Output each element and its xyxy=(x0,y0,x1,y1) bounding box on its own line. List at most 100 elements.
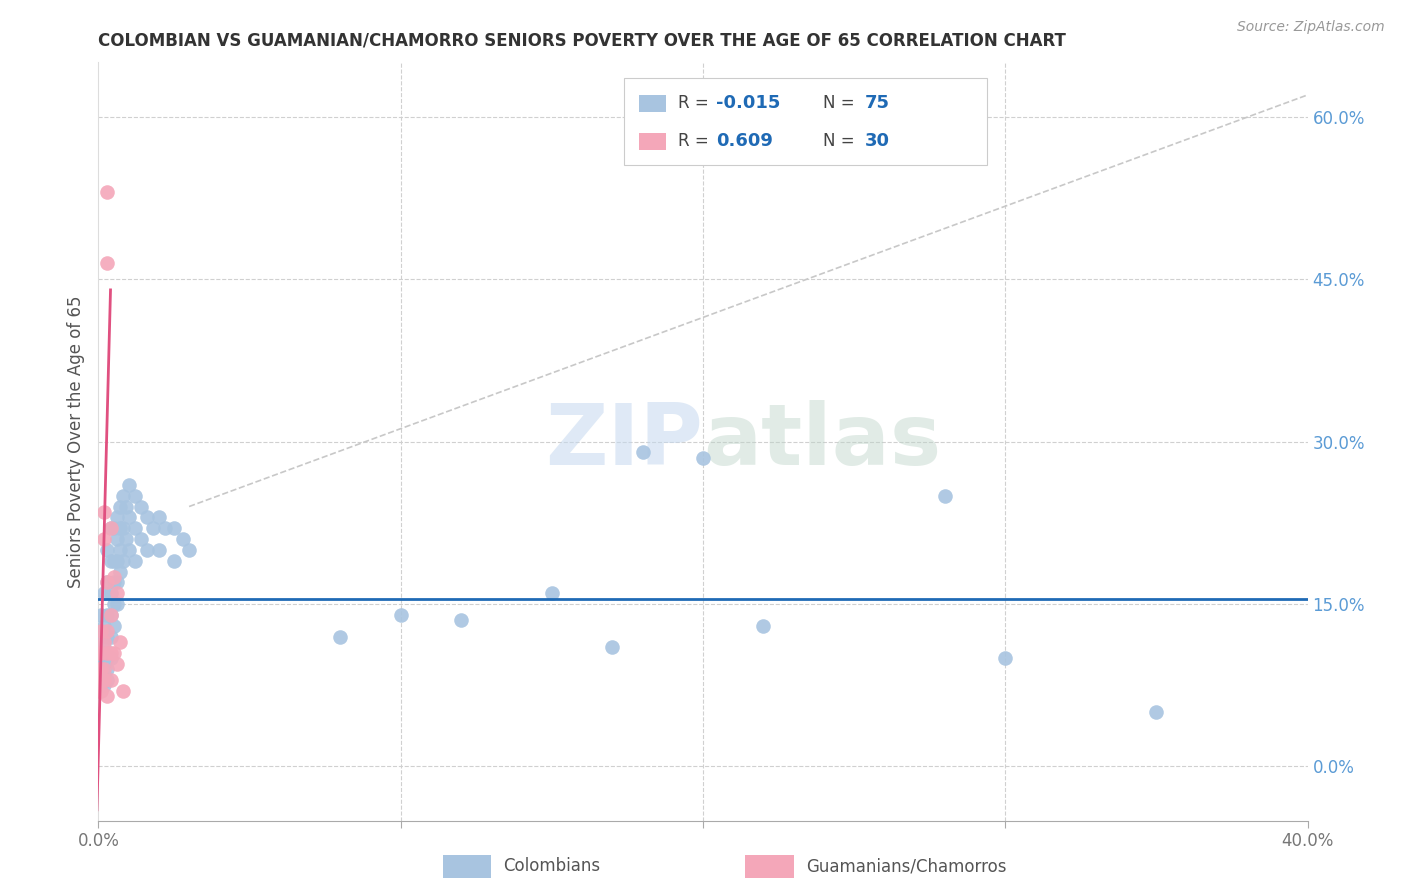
Point xyxy=(96,630,118,644)
Point xyxy=(114,500,136,514)
Text: Source: ZipAtlas.com: Source: ZipAtlas.com xyxy=(1237,20,1385,34)
Point xyxy=(93,673,115,687)
Point xyxy=(108,500,131,514)
FancyBboxPatch shape xyxy=(624,78,987,165)
Point xyxy=(90,624,112,639)
Text: N =: N = xyxy=(823,132,859,150)
Point xyxy=(87,662,110,676)
Point xyxy=(105,657,128,671)
Point xyxy=(96,542,118,557)
Point xyxy=(124,521,146,535)
Point xyxy=(103,618,125,632)
Point xyxy=(129,500,152,514)
Text: atlas: atlas xyxy=(703,400,941,483)
Point xyxy=(100,521,122,535)
Point xyxy=(100,607,122,622)
Point xyxy=(118,542,141,557)
Point xyxy=(111,683,134,698)
Point xyxy=(934,489,956,503)
Point xyxy=(96,689,118,703)
Point xyxy=(103,570,125,584)
Text: Colombians: Colombians xyxy=(503,857,600,875)
Point xyxy=(105,510,128,524)
Point xyxy=(105,586,128,600)
FancyBboxPatch shape xyxy=(638,133,665,150)
Point xyxy=(163,521,186,535)
FancyBboxPatch shape xyxy=(745,855,794,878)
Point xyxy=(114,532,136,546)
Point xyxy=(90,678,112,692)
Point xyxy=(100,646,122,660)
Point xyxy=(103,597,125,611)
Point xyxy=(93,532,115,546)
Point xyxy=(752,618,775,632)
Point xyxy=(105,554,128,568)
Point xyxy=(105,597,128,611)
Point xyxy=(87,673,110,687)
Point xyxy=(105,532,128,546)
Point xyxy=(87,678,110,692)
Text: COLOMBIAN VS GUAMANIAN/CHAMORRO SENIORS POVERTY OVER THE AGE OF 65 CORRELATION C: COLOMBIAN VS GUAMANIAN/CHAMORRO SENIORS … xyxy=(98,32,1066,50)
Point xyxy=(96,624,118,639)
Point xyxy=(96,646,118,660)
Point xyxy=(148,542,170,557)
Point xyxy=(450,613,472,627)
Point xyxy=(90,662,112,676)
Point xyxy=(1144,706,1167,720)
Point xyxy=(602,640,624,655)
Point xyxy=(118,510,141,524)
Text: 30: 30 xyxy=(865,132,890,150)
Point xyxy=(93,586,115,600)
Point xyxy=(108,521,131,535)
Point xyxy=(142,521,165,535)
Point xyxy=(100,673,122,687)
Point xyxy=(93,662,115,676)
Point xyxy=(96,607,118,622)
Point xyxy=(108,565,131,579)
Point xyxy=(111,521,134,535)
Point xyxy=(93,635,115,649)
Point xyxy=(90,667,112,681)
Point xyxy=(100,554,122,568)
Point xyxy=(90,683,112,698)
Point xyxy=(96,651,118,665)
Point xyxy=(111,489,134,503)
Point xyxy=(100,521,122,535)
Text: ZIP: ZIP xyxy=(546,400,703,483)
Point xyxy=(105,575,128,590)
Point xyxy=(153,521,176,535)
Point xyxy=(994,651,1017,665)
Point xyxy=(103,554,125,568)
Point xyxy=(692,450,714,465)
Point xyxy=(329,630,352,644)
Point xyxy=(124,554,146,568)
FancyBboxPatch shape xyxy=(638,95,665,112)
Point xyxy=(90,651,112,665)
Point xyxy=(96,673,118,687)
Point xyxy=(90,607,112,622)
Point xyxy=(93,640,115,655)
Point xyxy=(93,657,115,671)
Point xyxy=(100,651,122,665)
Point xyxy=(100,630,122,644)
Point xyxy=(100,586,122,600)
Point xyxy=(631,445,654,459)
Point xyxy=(103,575,125,590)
Point xyxy=(96,575,118,590)
Text: 0.609: 0.609 xyxy=(716,132,773,150)
Point xyxy=(90,630,112,644)
Point xyxy=(96,186,118,200)
Point xyxy=(108,635,131,649)
Point xyxy=(87,683,110,698)
Text: R =: R = xyxy=(678,132,714,150)
Point xyxy=(103,646,125,660)
Point xyxy=(111,554,134,568)
Point xyxy=(93,505,115,519)
Point xyxy=(96,575,118,590)
Point xyxy=(179,542,201,557)
Point xyxy=(90,646,112,660)
Point xyxy=(93,678,115,692)
Point xyxy=(389,607,412,622)
Point xyxy=(163,554,186,568)
Point xyxy=(172,532,194,546)
